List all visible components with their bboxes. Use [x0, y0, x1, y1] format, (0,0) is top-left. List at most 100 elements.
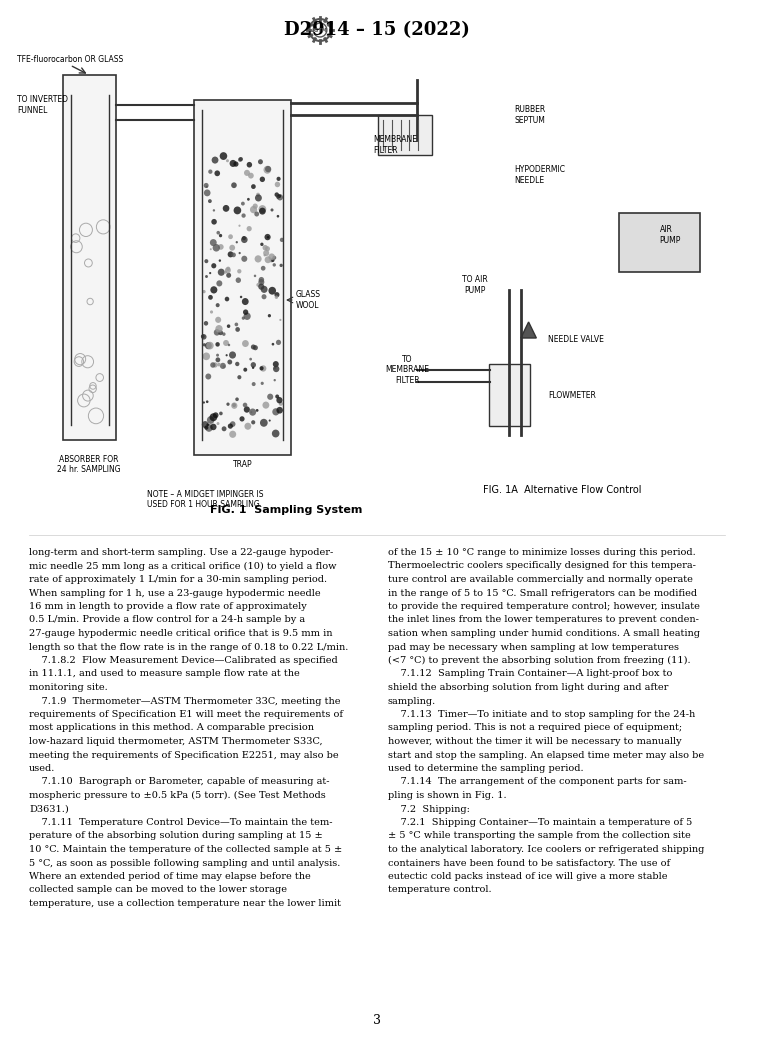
Text: 3: 3: [373, 1014, 381, 1026]
Circle shape: [202, 334, 206, 339]
Circle shape: [254, 275, 256, 277]
Circle shape: [225, 297, 230, 302]
Text: sampling period. This is not a required piece of equipment;: sampling period. This is not a required …: [388, 723, 682, 733]
Circle shape: [280, 237, 284, 242]
Circle shape: [205, 424, 212, 432]
Circle shape: [272, 408, 279, 415]
Text: 7.1.14  The arrangement of the component parts for sam-: 7.1.14 The arrangement of the component …: [388, 778, 686, 787]
Circle shape: [262, 402, 269, 409]
Circle shape: [237, 375, 241, 379]
Circle shape: [217, 362, 221, 366]
Circle shape: [229, 352, 236, 358]
Circle shape: [279, 263, 283, 268]
Circle shape: [209, 272, 212, 274]
Circle shape: [213, 412, 219, 418]
Circle shape: [247, 226, 252, 231]
Text: pling is shown in Fig. 1.: pling is shown in Fig. 1.: [388, 791, 506, 799]
Circle shape: [260, 418, 268, 427]
Circle shape: [226, 266, 230, 271]
Circle shape: [205, 185, 208, 187]
Text: MEMBRANE
FILTER: MEMBRANE FILTER: [373, 135, 418, 155]
Circle shape: [212, 263, 216, 269]
Circle shape: [231, 253, 236, 257]
Circle shape: [226, 273, 231, 278]
Circle shape: [265, 166, 272, 172]
Circle shape: [219, 330, 223, 335]
Circle shape: [268, 253, 275, 260]
Circle shape: [204, 189, 211, 197]
Circle shape: [233, 206, 241, 214]
Circle shape: [202, 353, 210, 360]
Circle shape: [219, 152, 227, 160]
Text: to provide the required temperature control; however, insulate: to provide the required temperature cont…: [388, 602, 700, 611]
Circle shape: [230, 160, 237, 167]
Circle shape: [242, 340, 249, 347]
Circle shape: [236, 242, 238, 244]
Circle shape: [268, 314, 271, 318]
Circle shape: [209, 295, 213, 300]
Circle shape: [241, 236, 247, 243]
FancyBboxPatch shape: [619, 213, 700, 272]
Circle shape: [223, 340, 229, 346]
Text: TO INVERTED
FUNNEL: TO INVERTED FUNNEL: [17, 96, 68, 115]
Circle shape: [239, 157, 243, 161]
Circle shape: [253, 346, 258, 350]
Circle shape: [244, 170, 250, 176]
Circle shape: [235, 398, 239, 401]
Circle shape: [209, 170, 212, 174]
Circle shape: [277, 194, 283, 201]
Text: however, without the timer it will be necessary to manually: however, without the timer it will be ne…: [388, 737, 682, 746]
Text: used.: used.: [29, 764, 55, 773]
Circle shape: [251, 421, 255, 425]
Circle shape: [273, 361, 279, 367]
Text: low-hazard liquid thermometer, ASTM Thermometer S33C,: low-hazard liquid thermometer, ASTM Ther…: [29, 737, 323, 746]
Text: TO
MEMBRANE
FILTER: TO MEMBRANE FILTER: [385, 355, 429, 385]
Text: ture control are available commercially and normally operate: ture control are available commercially …: [388, 575, 693, 584]
Circle shape: [242, 298, 249, 305]
Circle shape: [210, 248, 212, 250]
Text: collected sample can be moved to the lower storage: collected sample can be moved to the low…: [29, 886, 287, 894]
Text: used to determine the sampling period.: used to determine the sampling period.: [388, 764, 584, 773]
Circle shape: [240, 416, 244, 422]
Circle shape: [201, 334, 205, 338]
Circle shape: [251, 184, 256, 189]
Circle shape: [275, 293, 279, 298]
Circle shape: [247, 162, 252, 168]
Circle shape: [228, 344, 230, 347]
Circle shape: [224, 271, 227, 274]
Circle shape: [205, 275, 208, 278]
Circle shape: [267, 236, 269, 238]
Text: 5 °C, as soon as possible following sampling and until analysis.: 5 °C, as soon as possible following samp…: [29, 859, 341, 867]
Circle shape: [276, 397, 282, 404]
Circle shape: [279, 402, 283, 406]
FancyBboxPatch shape: [489, 364, 530, 426]
Text: AIR
PUMP: AIR PUMP: [660, 225, 681, 245]
Text: perature of the absorbing solution during sampling at 15 ±: perature of the absorbing solution durin…: [29, 832, 323, 840]
Circle shape: [210, 310, 213, 313]
Text: 7.1.11  Temperature Control Device—To maintain the tem-: 7.1.11 Temperature Control Device—To mai…: [29, 818, 333, 827]
Circle shape: [268, 420, 271, 422]
Text: TFE-fluorocarbon OR GLASS: TFE-fluorocarbon OR GLASS: [17, 55, 124, 65]
Circle shape: [216, 303, 219, 307]
Text: sampling.: sampling.: [388, 696, 436, 706]
Circle shape: [265, 234, 271, 240]
Text: temperature, use a collection temperature near the lower limit: temperature, use a collection temperatur…: [29, 899, 341, 908]
Text: rate of approximately 1 L/min for a 30-min sampling period.: rate of approximately 1 L/min for a 30-m…: [29, 575, 328, 584]
Circle shape: [205, 374, 212, 380]
Text: ABSORBER FOR
24 hr. SAMPLING: ABSORBER FOR 24 hr. SAMPLING: [58, 455, 121, 475]
Circle shape: [216, 354, 219, 357]
Circle shape: [228, 424, 233, 429]
Circle shape: [260, 365, 266, 372]
Text: 7.1.10  Barograph or Barometer, capable of measuring at-: 7.1.10 Barograph or Barometer, capable o…: [29, 778, 330, 787]
Circle shape: [252, 366, 254, 369]
Text: containers have been found to be satisfactory. The use of: containers have been found to be satisfa…: [388, 859, 670, 867]
Circle shape: [252, 382, 256, 386]
Circle shape: [212, 156, 219, 163]
Circle shape: [212, 362, 218, 367]
Circle shape: [257, 283, 260, 287]
Circle shape: [206, 341, 214, 350]
Text: the inlet lines from the lower temperatures to prevent conden-: the inlet lines from the lower temperatu…: [388, 615, 699, 625]
Circle shape: [260, 366, 264, 371]
Circle shape: [216, 280, 223, 286]
Circle shape: [265, 256, 272, 263]
